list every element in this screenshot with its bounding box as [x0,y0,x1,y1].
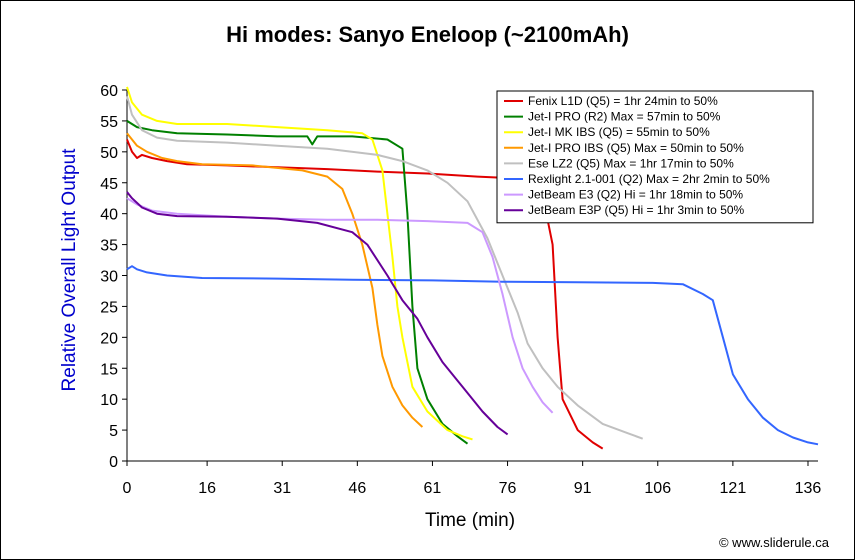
legend-label-2: Jet-I PRO (R2) Max = 57min to 50% [528,110,721,124]
chart-title: Hi modes: Sanyo Eneloop (~2100mAh) [226,22,629,47]
x-axis-label: Time (min) [424,510,516,531]
legend-label-8: JetBeam E3P (Q5) Hi = 1hr 3min to 50% [528,203,745,217]
y-tick-label: 40 [100,207,118,224]
y-tick-label: 45 [100,176,118,193]
legend-label-7: JetBeam E3 (Q2) Hi = 1hr 18min to 50% [528,188,743,202]
y-tick-label: 30 [100,269,118,286]
y-tick-label: 5 [109,423,118,440]
y-tick-label: 55 [100,114,118,131]
series-line-6 [126,265,819,446]
legend-label-3: Jet-I MK IBS (Q5) = 55min to 50% [528,125,710,139]
legend-label-6: Rexlight 2.1-001 (Q2) Max = 2hr 2min to … [528,172,770,186]
series-line-4 [126,132,424,428]
y-tick-label: 20 [100,330,118,347]
x-tick-label: 136 [795,480,822,497]
x-tick-label: 0 [123,480,132,497]
x-tick-label: 31 [273,480,291,497]
legend-label-5: Ese LZ2 (Q5) Max = 1hr 17min to 50% [528,156,734,170]
series-line-8 [126,191,509,436]
x-tick-label: 61 [424,480,442,497]
x-tick-label: 121 [720,480,747,497]
y-tick-label: 0 [109,454,118,471]
y-tick-label: 10 [100,392,118,409]
legend-label-4: Jet-I PRO IBS (Q5) Max = 50min to 50% [528,141,744,155]
x-tick-label: 76 [499,480,517,497]
y-tick-label: 60 [100,83,118,100]
y-tick-label: 15 [100,361,118,378]
y-tick-label: 50 [100,145,118,162]
legend-box [496,90,814,224]
x-tick-label: 106 [644,480,671,497]
x-tick-label: 16 [198,480,216,497]
credit-text: © www.sliderule.ca [718,535,829,550]
y-tick-label: 35 [100,238,118,255]
legend-label-1: Fenix L1D (Q5) = 1hr 24min to 50% [528,94,718,108]
series-line-1 [126,139,604,450]
series-line-2 [126,120,469,445]
x-tick-label: 91 [574,480,592,497]
x-tick-label: 46 [348,480,366,497]
series-line-7 [126,197,554,414]
series-line-5 [126,95,644,440]
y-tick-label: 25 [100,299,118,316]
